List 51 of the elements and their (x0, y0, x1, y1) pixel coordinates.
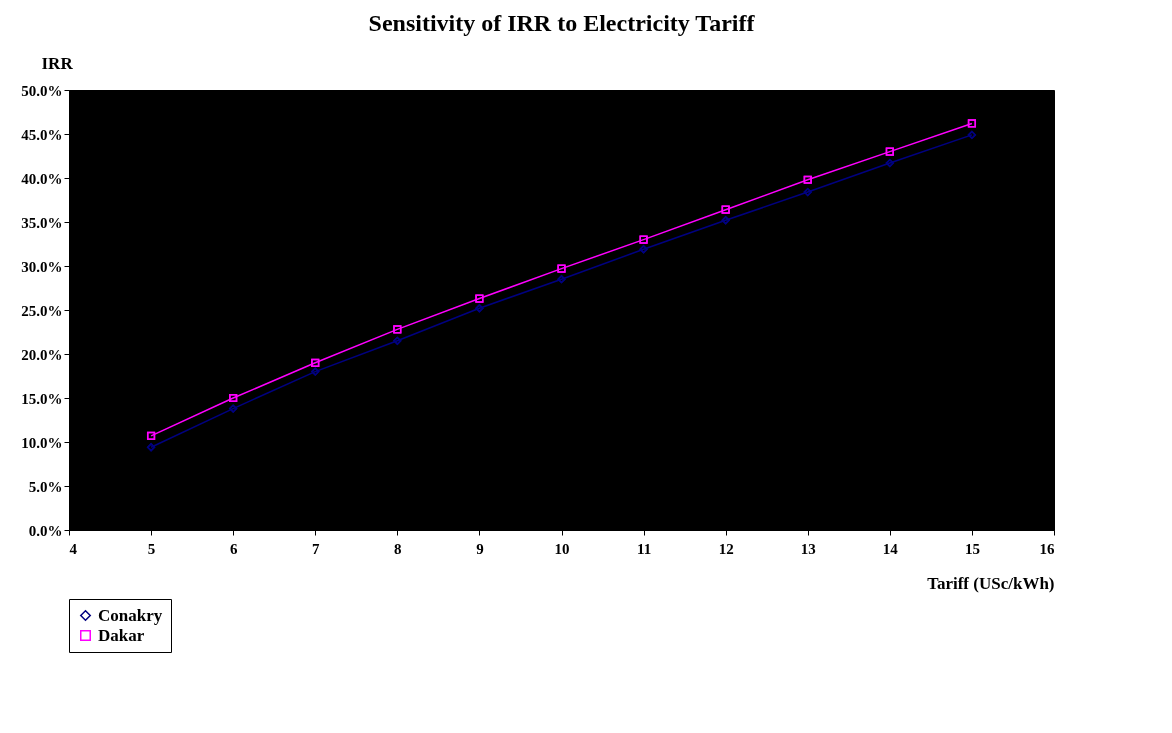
x-tick-label: 11 (636, 540, 652, 557)
point (639, 235, 648, 244)
point (967, 119, 977, 128)
y-tick-label: 15.0% (21, 390, 63, 407)
y-tick-label: 20.0% (21, 346, 63, 363)
x-tick-label: 6 (229, 540, 238, 557)
legend-label: Dakar (98, 625, 145, 645)
x-tick-label: 5 (147, 540, 156, 557)
x-tick-label: 12 (718, 540, 734, 557)
x-tick-label: 7 (312, 540, 320, 557)
point (721, 205, 730, 214)
point (967, 130, 977, 139)
point (803, 175, 812, 184)
point (557, 275, 566, 284)
point (475, 294, 484, 303)
x-tick-label: 4 (69, 540, 78, 557)
point (146, 443, 156, 452)
point (311, 367, 320, 376)
point (311, 358, 320, 367)
point (885, 158, 894, 168)
point (393, 336, 402, 345)
x-tick-label: 10 (554, 540, 570, 557)
point (721, 216, 730, 225)
point (557, 264, 566, 273)
x-tick-label: 16 (1039, 540, 1055, 557)
y-tick-label: 0.0% (28, 522, 63, 539)
x-tick-label: 14 (882, 540, 899, 557)
y-tick-label: 10.0% (21, 434, 63, 451)
x-tick-label: 9 (476, 540, 484, 557)
x-tick-label: 15 (964, 540, 980, 557)
y-tick-label: 45.0% (21, 126, 63, 143)
legend-label: Conakry (98, 605, 163, 625)
point (229, 404, 238, 413)
y-tick-label: 50.0% (21, 82, 63, 99)
x-tick-label: 13 (800, 540, 816, 557)
point (146, 431, 156, 440)
x-tick-label: 8 (394, 540, 402, 557)
point (229, 393, 238, 403)
point (885, 147, 894, 156)
y-axis-title: IRR (41, 53, 74, 73)
x-axis-title: Tariff (USc/kWh) (927, 573, 1055, 593)
point (393, 325, 402, 334)
chart-title: Sensitivity of IRR to Electricity Tariff (368, 10, 756, 36)
point (639, 245, 648, 254)
point (475, 304, 484, 313)
y-tick-label: 5.0% (28, 478, 63, 495)
y-tick-label: 35.0% (21, 214, 63, 231)
y-tick-label: 25.0% (21, 302, 63, 319)
y-tick-label: 30.0% (21, 258, 63, 275)
y-tick-label: 40.0% (21, 170, 63, 187)
point (803, 187, 812, 197)
